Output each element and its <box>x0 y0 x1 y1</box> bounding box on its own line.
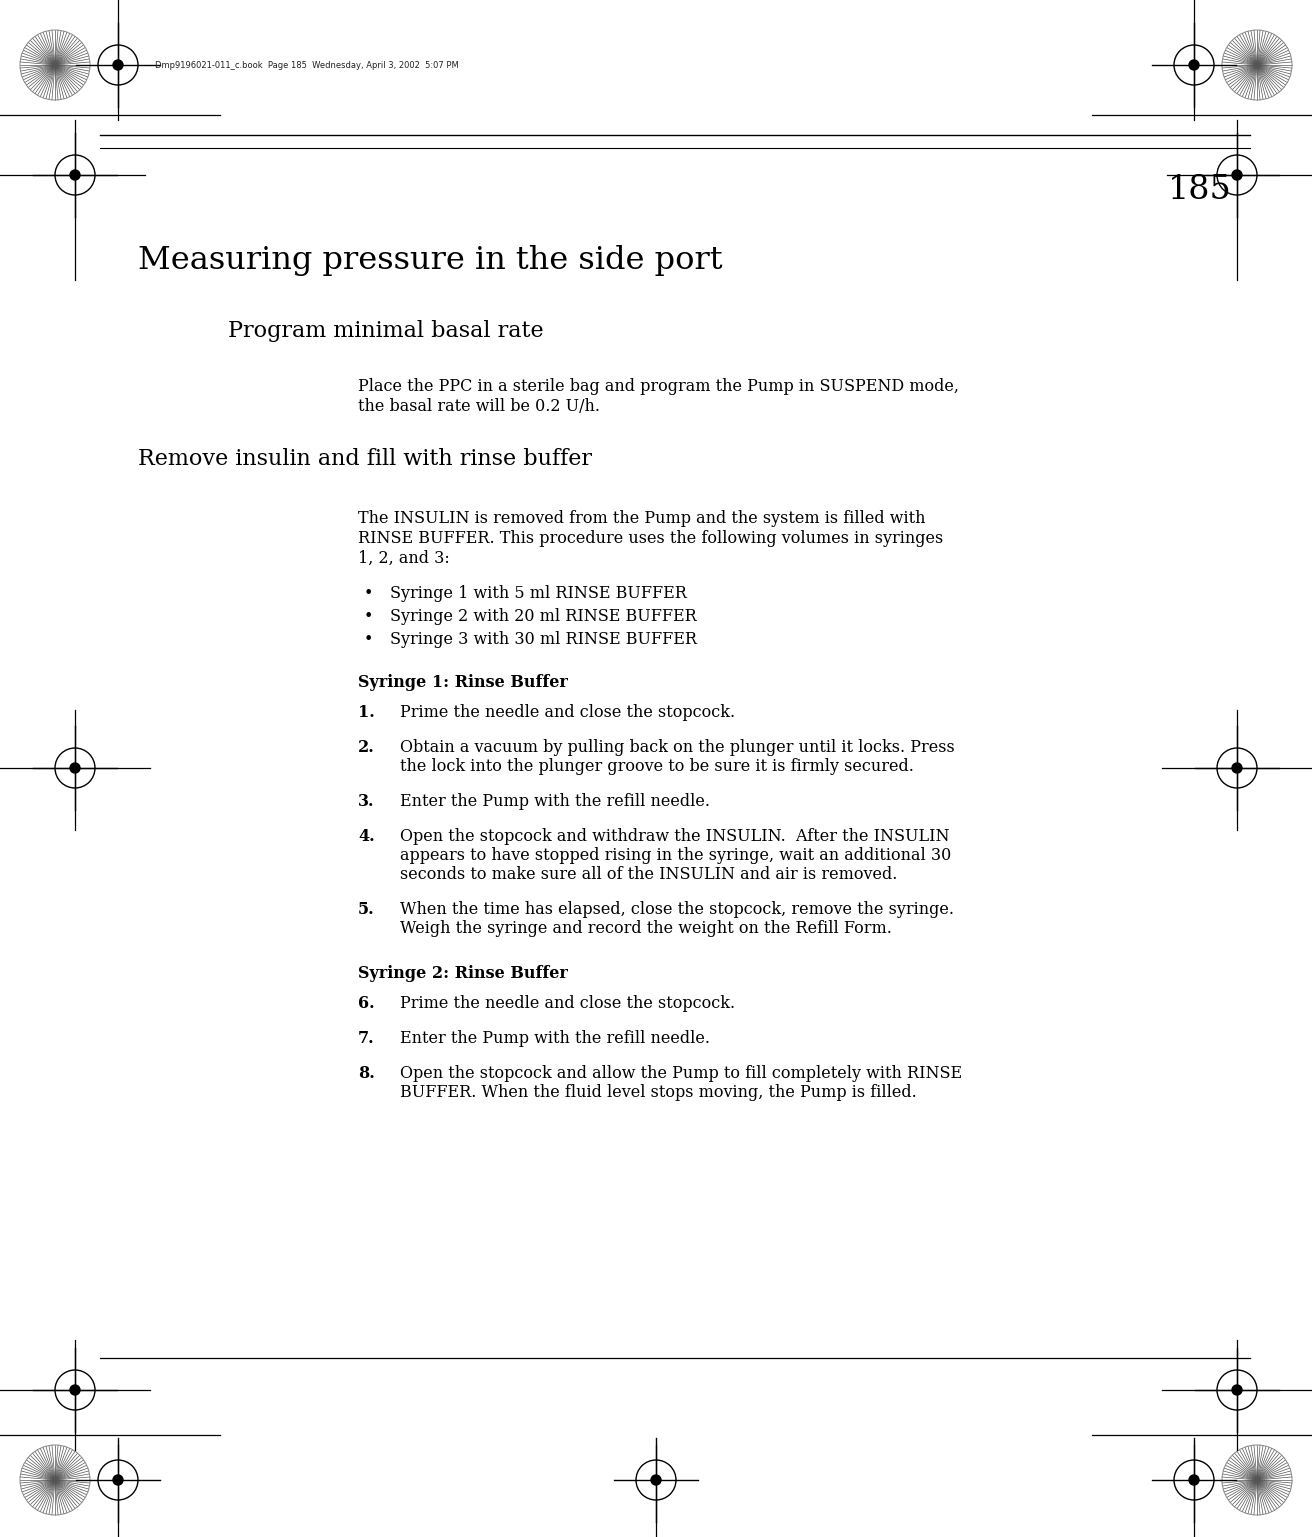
Text: Syringe 1: Rinse Buffer: Syringe 1: Rinse Buffer <box>358 675 568 692</box>
Text: Place the PPC in a sterile bag and program the Pump in SUSPEND mode,: Place the PPC in a sterile bag and progr… <box>358 378 959 395</box>
Circle shape <box>70 1385 80 1396</box>
Text: The INSULIN is removed from the Pump and the system is filled with: The INSULIN is removed from the Pump and… <box>358 510 925 527</box>
Text: •: • <box>363 609 373 626</box>
Text: BUFFER. When the fluid level stops moving, the Pump is filled.: BUFFER. When the fluid level stops movin… <box>400 1084 917 1100</box>
Text: Enter the Pump with the refill needle.: Enter the Pump with the refill needle. <box>400 793 710 810</box>
Circle shape <box>1232 762 1242 773</box>
Text: 1.: 1. <box>358 704 375 721</box>
Circle shape <box>1232 1385 1242 1396</box>
Circle shape <box>1232 171 1242 180</box>
Circle shape <box>70 762 80 773</box>
Text: Open the stopcock and allow the Pump to fill completely with RINSE: Open the stopcock and allow the Pump to … <box>400 1065 962 1082</box>
Text: RINSE BUFFER. This procedure uses the following volumes in syringes: RINSE BUFFER. This procedure uses the fo… <box>358 530 943 547</box>
Circle shape <box>113 1476 123 1485</box>
Text: 185: 185 <box>1168 174 1232 206</box>
Text: When the time has elapsed, close the stopcock, remove the syringe.: When the time has elapsed, close the sto… <box>400 901 954 918</box>
Text: Dmp9196021-011_c.book  Page 185  Wednesday, April 3, 2002  5:07 PM: Dmp9196021-011_c.book Page 185 Wednesday… <box>155 60 459 69</box>
Text: Syringe 1 with 5 ml RINSE BUFFER: Syringe 1 with 5 ml RINSE BUFFER <box>390 586 687 603</box>
Text: the basal rate will be 0.2 U/h.: the basal rate will be 0.2 U/h. <box>358 398 600 415</box>
Text: Syringe 3 with 30 ml RINSE BUFFER: Syringe 3 with 30 ml RINSE BUFFER <box>390 632 697 649</box>
Text: 3.: 3. <box>358 793 374 810</box>
Text: Prime the needle and close the stopcock.: Prime the needle and close the stopcock. <box>400 704 735 721</box>
Text: Open the stopcock and withdraw the INSULIN.  After the INSULIN: Open the stopcock and withdraw the INSUL… <box>400 828 950 845</box>
Text: 7.: 7. <box>358 1030 375 1047</box>
Text: Syringe 2: Rinse Buffer: Syringe 2: Rinse Buffer <box>358 965 568 982</box>
Text: 2.: 2. <box>358 739 375 756</box>
Text: Enter the Pump with the refill needle.: Enter the Pump with the refill needle. <box>400 1030 710 1047</box>
Text: Remove insulin and fill with rinse buffer: Remove insulin and fill with rinse buffe… <box>138 447 592 470</box>
Text: the lock into the plunger groove to be sure it is firmly secured.: the lock into the plunger groove to be s… <box>400 758 914 775</box>
Text: appears to have stopped rising in the syringe, wait an additional 30: appears to have stopped rising in the sy… <box>400 847 951 864</box>
Text: 4.: 4. <box>358 828 375 845</box>
Text: 5.: 5. <box>358 901 375 918</box>
Text: Obtain a vacuum by pulling back on the plunger until it locks. Press: Obtain a vacuum by pulling back on the p… <box>400 739 955 756</box>
Circle shape <box>70 171 80 180</box>
Text: Weigh the syringe and record the weight on the Refill Form.: Weigh the syringe and record the weight … <box>400 921 892 938</box>
Circle shape <box>113 60 123 71</box>
Text: •: • <box>363 632 373 649</box>
Text: 1, 2, and 3:: 1, 2, and 3: <box>358 550 450 567</box>
Text: seconds to make sure all of the INSULIN and air is removed.: seconds to make sure all of the INSULIN … <box>400 865 897 882</box>
Text: Program minimal basal rate: Program minimal basal rate <box>228 320 543 343</box>
Text: 6.: 6. <box>358 994 375 1011</box>
Text: Measuring pressure in the side port: Measuring pressure in the side port <box>138 244 723 277</box>
Circle shape <box>1189 60 1199 71</box>
Text: Prime the needle and close the stopcock.: Prime the needle and close the stopcock. <box>400 994 735 1011</box>
Circle shape <box>1189 1476 1199 1485</box>
Text: •: • <box>363 586 373 603</box>
Circle shape <box>651 1476 661 1485</box>
Text: Syringe 2 with 20 ml RINSE BUFFER: Syringe 2 with 20 ml RINSE BUFFER <box>390 609 697 626</box>
Text: 8.: 8. <box>358 1065 375 1082</box>
